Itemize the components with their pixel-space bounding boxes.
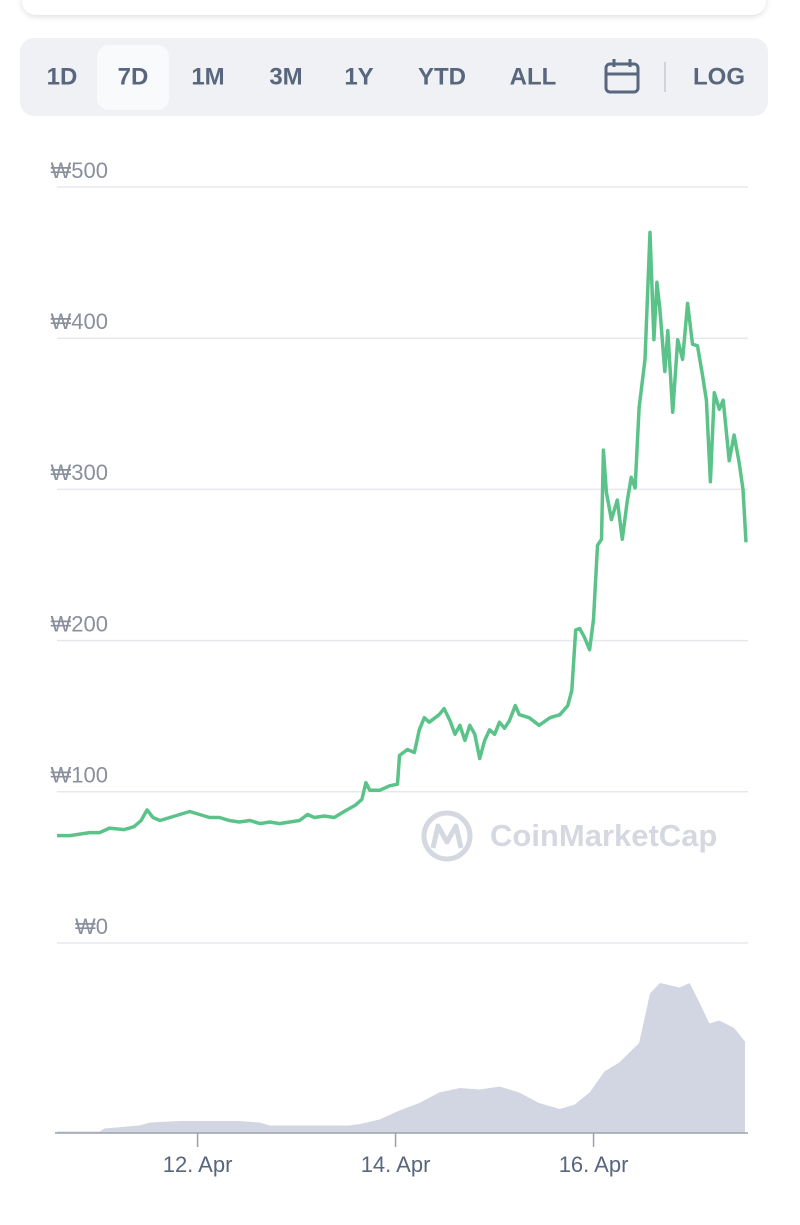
y-tick-label: ₩300 [51, 460, 108, 485]
tab[interactable]: 1M [191, 63, 224, 90]
tab[interactable]: 7D [118, 63, 149, 90]
toolbar [20, 38, 768, 116]
watermark: CoinMarketCap [421, 810, 717, 862]
tab[interactable]: 1Y [344, 63, 373, 90]
tab[interactable]: ALL [510, 63, 557, 90]
tab[interactable]: YTD [418, 63, 466, 90]
tab[interactable]: 1D [47, 63, 78, 90]
y-tick-label: ₩100 [51, 763, 108, 788]
x-tick-label: 16. Apr [559, 1152, 629, 1177]
x-tick-label: 12. Apr [163, 1152, 233, 1177]
watermark-text: CoinMarketCap [490, 818, 717, 853]
tab[interactable]: 3M [269, 63, 302, 90]
y-tick-label: ₩0 [75, 914, 108, 939]
y-tick-label: ₩200 [51, 611, 108, 636]
log-toggle[interactable]: LOG [693, 63, 745, 90]
x-tick-label: 14. Apr [361, 1152, 431, 1177]
y-tick-label: ₩500 [51, 158, 108, 183]
calendar-button[interactable] [604, 59, 640, 94]
top-card [22, 0, 766, 15]
tab-selected-bg [97, 45, 169, 110]
price-line [57, 230, 748, 838]
y-tick-label: ₩400 [51, 309, 108, 334]
volume-area [57, 983, 745, 1133]
